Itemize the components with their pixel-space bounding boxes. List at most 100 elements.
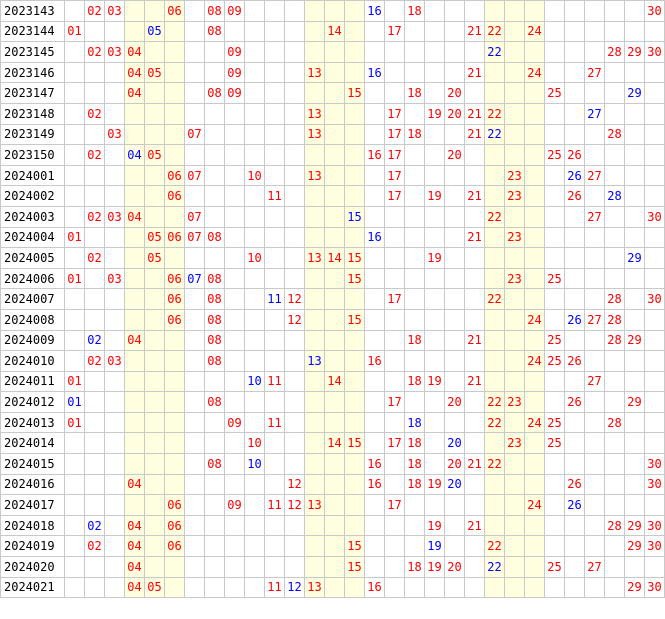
- number-cell: 06: [164, 308, 185, 331]
- number-cell: 04: [124, 205, 145, 228]
- number-cell: 15: [344, 535, 365, 558]
- number-cell: 30: [644, 453, 665, 475]
- empty-cell: [284, 61, 305, 84]
- number-cell: 16: [364, 0, 385, 22]
- empty-cell: [364, 535, 385, 558]
- number-cell: 02: [84, 41, 105, 63]
- table-row: 2024007 06 08 11 12 17 22 28 30: [0, 288, 665, 310]
- empty-cell: [464, 391, 485, 413]
- empty-cell: [604, 247, 625, 269]
- empty-cell: [464, 247, 485, 269]
- period-cell: 2023150: [0, 144, 65, 166]
- empty-cell: [404, 164, 425, 187]
- number-cell: 01: [64, 20, 85, 43]
- number-cell: 20: [444, 391, 465, 413]
- number-cell: 18: [404, 370, 425, 393]
- number-cell: 26: [564, 308, 585, 331]
- empty-cell: [584, 391, 605, 413]
- empty-cell: [564, 82, 585, 104]
- empty-cell: [584, 411, 605, 434]
- empty-cell: [244, 411, 265, 434]
- number-cell: 23: [504, 432, 525, 455]
- empty-cell: [124, 226, 145, 249]
- empty-cell: [224, 453, 245, 475]
- empty-cell: [244, 329, 265, 352]
- empty-cell: [304, 432, 325, 455]
- empty-cell: [284, 432, 305, 455]
- empty-cell: [284, 0, 305, 22]
- empty-cell: [124, 164, 145, 187]
- empty-cell: [564, 453, 585, 475]
- empty-cell: [424, 329, 445, 352]
- number-cell: 12: [284, 308, 305, 331]
- empty-cell: [524, 102, 545, 125]
- empty-cell: [324, 102, 345, 125]
- empty-cell: [424, 411, 445, 434]
- empty-cell: [184, 556, 205, 578]
- period-cell: 2024008: [0, 308, 65, 331]
- number-cell: 18: [404, 411, 425, 434]
- empty-cell: [264, 123, 285, 146]
- empty-cell: [484, 576, 505, 599]
- empty-cell: [644, 308, 665, 331]
- empty-cell: [284, 350, 305, 372]
- empty-cell: [464, 82, 485, 104]
- number-cell: 20: [444, 82, 465, 104]
- empty-cell: [324, 144, 345, 166]
- empty-cell: [284, 267, 305, 290]
- empty-cell: [604, 494, 625, 516]
- empty-cell: [424, 576, 445, 599]
- empty-cell: [584, 123, 605, 146]
- number-cell: 24: [524, 61, 545, 84]
- empty-cell: [404, 308, 425, 331]
- number-cell: 15: [344, 267, 365, 290]
- empty-cell: [104, 308, 125, 331]
- empty-cell: [584, 247, 605, 269]
- number-cell: 14: [324, 20, 345, 43]
- number-cell: 19: [424, 473, 445, 496]
- number-cell: 24: [524, 20, 545, 43]
- number-cell: 30: [644, 576, 665, 599]
- number-cell: 28: [604, 288, 625, 310]
- empty-cell: [264, 41, 285, 63]
- empty-cell: [484, 308, 505, 331]
- number-cell: 08: [204, 226, 225, 249]
- empty-cell: [164, 576, 185, 599]
- empty-cell: [484, 144, 505, 166]
- empty-cell: [544, 185, 565, 207]
- empty-cell: [384, 308, 405, 331]
- table-row: 2024019 02 04 06 15 19 22 29 30: [0, 535, 665, 558]
- empty-cell: [644, 123, 665, 146]
- empty-cell: [444, 267, 465, 290]
- empty-cell: [644, 82, 665, 104]
- empty-cell: [584, 576, 605, 599]
- empty-cell: [604, 535, 625, 558]
- empty-cell: [144, 432, 165, 455]
- empty-cell: [504, 494, 525, 516]
- number-cell: 18: [404, 82, 425, 104]
- empty-cell: [464, 41, 485, 63]
- empty-cell: [424, 164, 445, 187]
- empty-cell: [524, 164, 545, 187]
- empty-cell: [204, 576, 225, 599]
- empty-cell: [144, 123, 165, 146]
- empty-cell: [564, 329, 585, 352]
- empty-cell: [124, 432, 145, 455]
- empty-cell: [604, 556, 625, 578]
- empty-cell: [624, 205, 645, 228]
- empty-cell: [164, 329, 185, 352]
- table-row: 2024008 06 08 12 15 24 26 27 28: [0, 308, 665, 331]
- empty-cell: [284, 144, 305, 166]
- number-cell: 05: [144, 226, 165, 249]
- empty-cell: [524, 123, 545, 146]
- empty-cell: [524, 453, 545, 475]
- number-cell: 18: [404, 556, 425, 578]
- empty-cell: [404, 267, 425, 290]
- number-cell: 04: [124, 82, 145, 104]
- empty-cell: [604, 473, 625, 496]
- number-cell: 22: [484, 123, 505, 146]
- empty-cell: [564, 41, 585, 63]
- empty-cell: [324, 453, 345, 475]
- empty-cell: [204, 473, 225, 496]
- empty-cell: [144, 535, 165, 558]
